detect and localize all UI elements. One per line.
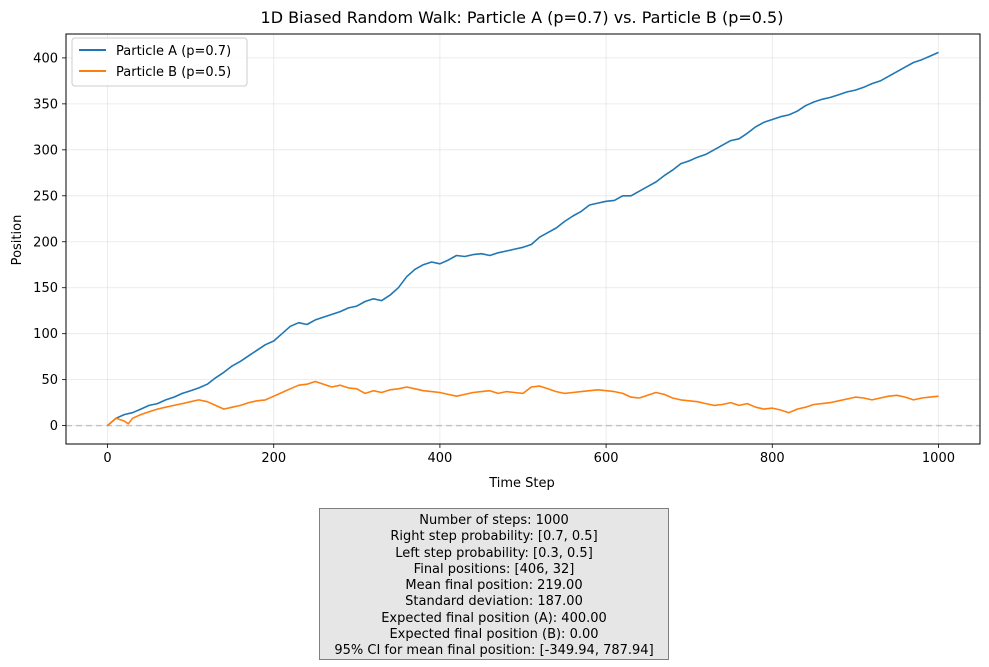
y-tick-label: 0 bbox=[50, 419, 58, 434]
stats-line: Standard deviation: 187.00 bbox=[405, 594, 583, 610]
chart-title: 1D Biased Random Walk: Particle A (p=0.7… bbox=[261, 8, 784, 27]
stats-line: Expected final position (A): 400.00 bbox=[381, 610, 607, 626]
legend-label-a: Particle A (p=0.7) bbox=[116, 44, 231, 59]
stats-line: Expected final position (B): 0.00 bbox=[389, 627, 599, 643]
y-tick-label: 300 bbox=[33, 143, 58, 158]
x-tick-label: 200 bbox=[261, 451, 286, 466]
y-tick-label: 350 bbox=[33, 97, 58, 112]
y-tick-label: 50 bbox=[41, 373, 58, 388]
y-tick-label: 150 bbox=[33, 281, 58, 296]
plot-area-frame bbox=[65, 33, 981, 445]
random-walk-chart: 1D Biased Random Walk: Particle A (p=0.7… bbox=[10, 8, 981, 491]
x-tick-label: 600 bbox=[594, 451, 619, 466]
stats-line: 95% CI for mean final position: [-349.94… bbox=[334, 643, 654, 659]
x-tick-label: 400 bbox=[427, 451, 452, 466]
y-axis-label: Position bbox=[10, 215, 25, 266]
x-tick-label: 800 bbox=[760, 451, 785, 466]
x-axis-label: Time Step bbox=[488, 476, 555, 491]
y-tick-label: 250 bbox=[33, 189, 58, 204]
stats-line: Mean final position: 219.00 bbox=[405, 578, 583, 594]
stats-line: Left step probability: [0.3, 0.5] bbox=[395, 545, 593, 561]
stats-line: Final positions: [406, 32] bbox=[413, 561, 575, 577]
x-tick-label: 0 bbox=[103, 451, 111, 466]
stats-line: Right step probability: [0.7, 0.5] bbox=[390, 529, 598, 545]
legend: Particle A (p=0.7) Particle B (p=0.5) bbox=[71, 37, 248, 87]
x-tick-label: 1000 bbox=[922, 451, 955, 466]
y-tick-label: 100 bbox=[33, 327, 58, 342]
y-tick-label: 400 bbox=[33, 51, 58, 66]
series-line-particle-a bbox=[106, 51, 939, 427]
legend-label-b: Particle B (p=0.5) bbox=[116, 65, 231, 80]
series-line-particle-b bbox=[106, 380, 939, 427]
y-tick-label: 200 bbox=[33, 235, 58, 250]
legend-box bbox=[71, 37, 248, 87]
stats-line: Number of steps: 1000 bbox=[419, 513, 569, 528]
statistics-box: Number of steps: 1000 Right step probabi… bbox=[319, 508, 669, 660]
